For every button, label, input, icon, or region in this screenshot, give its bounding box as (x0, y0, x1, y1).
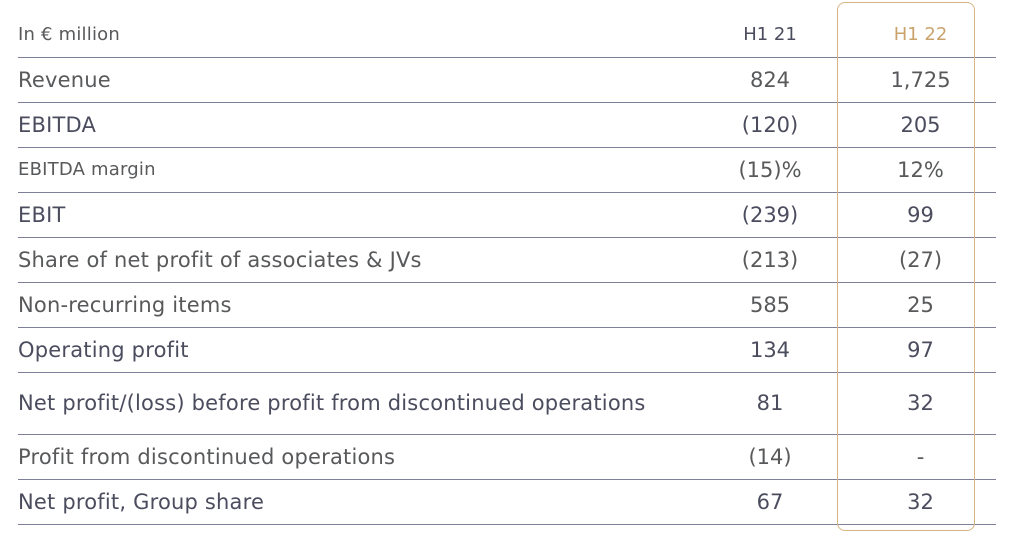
value-h1-21: 67 (695, 479, 845, 525)
table-row-operating-profit: Operating profit 134 97 (18, 327, 996, 373)
row-label: Net profit, Group share (18, 479, 695, 525)
value-h1-22: 32 (845, 479, 996, 525)
value-h1-22: (27) (845, 237, 996, 283)
table-row-share-of-net-profit: Share of net profit of associates & JVs … (18, 237, 996, 283)
row-label: EBITDA margin (18, 147, 695, 193)
row-label: EBITDA (18, 102, 695, 148)
table-row-revenue: Revenue 824 1,725 (18, 57, 996, 103)
value-h1-21: (120) (695, 102, 845, 148)
column-header-h1-22: H1 22 (845, 12, 996, 58)
value-h1-21: 824 (695, 57, 845, 103)
value-h1-22: 97 (845, 327, 996, 373)
row-label: Non-recurring items (18, 282, 695, 328)
value-h1-22: 1,725 (845, 57, 996, 103)
table-row-net-profit-before-discontinued: Net profit/(loss) before profit from dis… (18, 372, 996, 435)
value-h1-22: 205 (845, 102, 996, 148)
table-row-ebitda-margin: EBITDA margin (15)% 12% (18, 147, 996, 193)
row-label: Profit from discontinued operations (18, 434, 695, 480)
table-row-net-profit-group-share: Net profit, Group share 67 32 (18, 479, 996, 525)
value-h1-22: 12% (845, 147, 996, 193)
value-h1-22: 32 (845, 372, 996, 435)
value-h1-21: 585 (695, 282, 845, 328)
row-label: Operating profit (18, 327, 695, 373)
value-h1-21: (239) (695, 192, 845, 238)
row-label: Share of net profit of associates & JVs (18, 237, 695, 283)
financial-summary-table: In € million H1 21 H1 22 Revenue 824 1,7… (18, 12, 996, 525)
value-h1-22: 25 (845, 282, 996, 328)
row-label: EBIT (18, 192, 695, 238)
table-row-profit-from-discontinued: Profit from discontinued operations (14)… (18, 434, 996, 480)
unit-label: In € million (18, 12, 695, 58)
value-h1-21: 81 (695, 372, 845, 435)
value-h1-21: (213) (695, 237, 845, 283)
value-h1-21: (14) (695, 434, 845, 480)
table-header-row: In € million H1 21 H1 22 (18, 12, 996, 58)
row-label: Net profit/(loss) before profit from dis… (18, 372, 695, 435)
value-h1-22: - (845, 434, 996, 480)
value-h1-21: (15)% (695, 147, 845, 193)
table-row-ebit: EBIT (239) 99 (18, 192, 996, 238)
column-header-h1-21: H1 21 (695, 12, 845, 58)
table-row-ebitda: EBITDA (120) 205 (18, 102, 996, 148)
row-label: Revenue (18, 57, 695, 103)
value-h1-21: 134 (695, 327, 845, 373)
value-h1-22: 99 (845, 192, 996, 238)
table-row-non-recurring-items: Non-recurring items 585 25 (18, 282, 996, 328)
